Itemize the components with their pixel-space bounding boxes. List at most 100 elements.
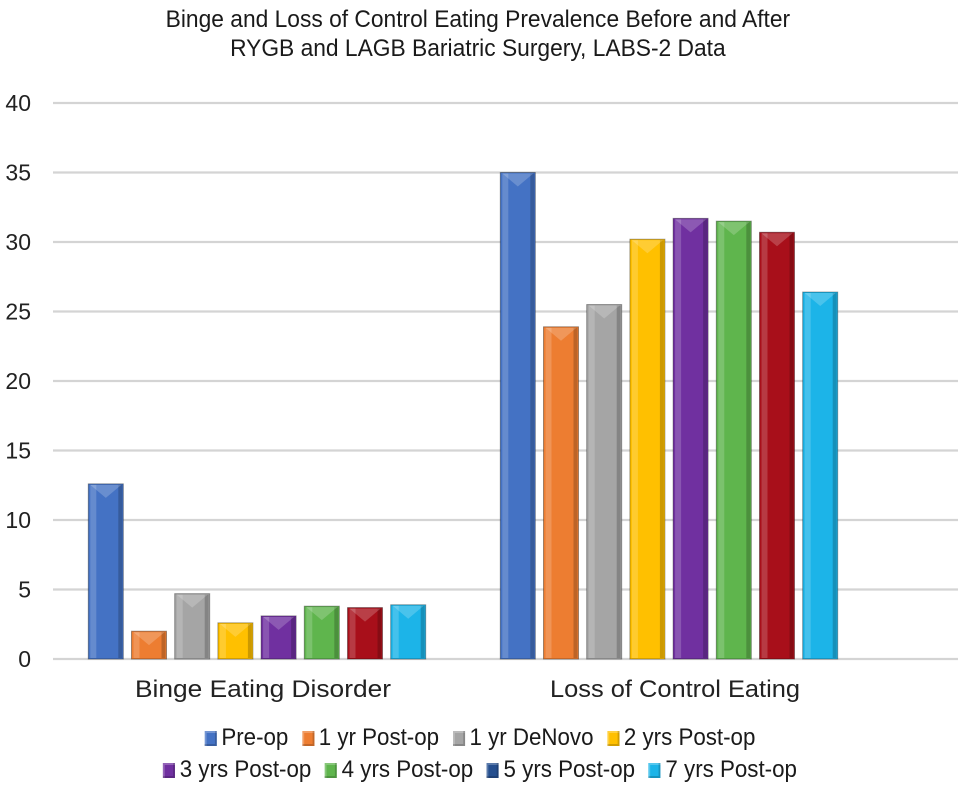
bar-shade bbox=[204, 594, 209, 658]
bar-shade bbox=[118, 484, 123, 658]
legend-label: Pre-op bbox=[221, 724, 289, 751]
legend-swatch-1yr-post-op bbox=[301, 731, 315, 746]
bars bbox=[87, 172, 839, 660]
bar bbox=[131, 630, 167, 660]
chart-title-line-2: RYGB and LAGB Bariatric Surgery, LABS-2 … bbox=[230, 35, 726, 62]
legend-item: 1 yr DeNovo bbox=[452, 722, 594, 754]
legend-item: 5 yrs Post-op bbox=[486, 754, 636, 786]
bar bbox=[174, 593, 211, 660]
bar-shade bbox=[530, 173, 535, 658]
bar-highlight bbox=[90, 484, 97, 658]
bar-shade bbox=[420, 605, 425, 658]
legend-item: 1 yr Post-op bbox=[301, 722, 440, 754]
bar-bevel bbox=[176, 594, 208, 608]
bar-shade bbox=[659, 240, 664, 658]
bar-highlight bbox=[349, 608, 356, 658]
bar-highlight bbox=[631, 240, 638, 658]
legend-swatch-3yrs-post-op bbox=[163, 763, 176, 778]
legend-item: 2 yrs Post-op bbox=[607, 722, 755, 754]
x-category-label: Binge Eating Disorder bbox=[135, 676, 391, 703]
bar-bevel bbox=[804, 293, 836, 307]
bar bbox=[672, 217, 709, 660]
bar-bevel bbox=[349, 608, 381, 622]
y-tick-label: 25 bbox=[5, 299, 31, 325]
bar-shade bbox=[832, 293, 837, 658]
bar-bevel bbox=[219, 623, 251, 637]
bar-bevel bbox=[631, 240, 663, 254]
bar bbox=[499, 172, 536, 660]
y-tick-label: 20 bbox=[5, 368, 31, 394]
legend-row-1: Pre-op 1 yr Post-op 1 yr DeNovo 2 yrs Po… bbox=[34, 722, 927, 754]
legend-item: 4 yrs Post-op bbox=[324, 754, 474, 786]
legend-swatch-1yr-denovo bbox=[452, 731, 465, 746]
bar-bevel bbox=[90, 484, 122, 498]
legend-label: 7 yrs Post-op bbox=[665, 756, 797, 783]
bar-highlight bbox=[263, 616, 270, 658]
bar-highlight bbox=[133, 632, 140, 658]
bar-highlight bbox=[761, 233, 768, 658]
bar-shade bbox=[377, 608, 382, 658]
bar-shade bbox=[789, 233, 794, 658]
bar-shade bbox=[703, 219, 708, 658]
bar-highlight bbox=[804, 293, 811, 658]
x-category-label: Loss of Control Eating bbox=[550, 676, 800, 703]
bar bbox=[347, 607, 383, 660]
bar-highlight bbox=[588, 305, 595, 658]
legend-swatch-5yrs-post-op bbox=[486, 763, 499, 778]
legend-swatch-7yrs-post-op bbox=[648, 763, 661, 778]
legend-label: 4 yrs Post-op bbox=[341, 756, 474, 783]
y-tick-label: 15 bbox=[5, 438, 31, 464]
bar-shade bbox=[247, 623, 252, 658]
bar-highlight bbox=[718, 222, 725, 658]
bar-shade bbox=[161, 632, 166, 658]
bar bbox=[217, 622, 254, 660]
legend-item: Pre-op bbox=[204, 722, 289, 754]
bar-highlight bbox=[219, 623, 226, 658]
bar-bevel bbox=[588, 305, 620, 319]
legend-swatch-2yrs-post-op bbox=[607, 731, 620, 746]
bar bbox=[260, 615, 297, 660]
y-tick-label: 30 bbox=[5, 229, 31, 255]
bar-bevel bbox=[263, 616, 295, 630]
bar bbox=[802, 291, 839, 660]
legend-item: 7 yrs Post-op bbox=[648, 754, 797, 786]
legend-row-2: 3 yrs Post-op 4 yrs Post-op 5 yrs Post-o… bbox=[34, 754, 927, 786]
bar-bevel bbox=[502, 173, 534, 187]
bar-bevel bbox=[545, 327, 577, 341]
legend-label: 5 yrs Post-op bbox=[503, 756, 636, 783]
bar-highlight bbox=[675, 219, 682, 658]
legend-swatch-4yrs-post-op bbox=[324, 763, 338, 778]
bar bbox=[303, 605, 340, 660]
y-tick-label: 40 bbox=[5, 90, 31, 116]
bar bbox=[759, 231, 795, 660]
bar-highlight bbox=[545, 327, 552, 658]
y-tick-label: 5 bbox=[18, 577, 31, 603]
bar-highlight bbox=[502, 173, 509, 658]
chart-title-line-1: Binge and Loss of Control Eating Prevale… bbox=[165, 6, 791, 33]
y-tick-label: 0 bbox=[18, 646, 31, 672]
bar-shade bbox=[616, 305, 621, 658]
y-tick-label: 10 bbox=[5, 507, 31, 533]
bar-highlight bbox=[176, 594, 183, 658]
legend-label: 1 yr DeNovo bbox=[469, 724, 594, 751]
legend-label: 1 yr Post-op bbox=[318, 724, 440, 751]
bar-shade bbox=[746, 222, 751, 658]
y-tick-label: 35 bbox=[5, 160, 31, 186]
legend-swatch-pre-op bbox=[204, 731, 217, 746]
bar bbox=[543, 326, 579, 660]
bar-highlight bbox=[306, 607, 313, 658]
bar-bevel bbox=[133, 632, 165, 646]
x-axis-labels: Binge Eating Disorder Loss of Control Eat… bbox=[135, 676, 800, 703]
bar-bevel bbox=[761, 233, 793, 247]
bar bbox=[715, 220, 752, 660]
legend-item: 3 yrs Post-op bbox=[163, 754, 311, 786]
legend-label: 3 yrs Post-op bbox=[179, 756, 312, 783]
bar-highlight bbox=[392, 605, 399, 658]
bar bbox=[586, 304, 623, 660]
bar-shade bbox=[573, 327, 578, 658]
bar-bevel bbox=[392, 605, 424, 619]
legend-label: 2 yrs Post-op bbox=[623, 724, 756, 751]
bar bbox=[629, 238, 666, 660]
bar-shade bbox=[334, 607, 339, 658]
bar-bevel bbox=[718, 222, 750, 236]
